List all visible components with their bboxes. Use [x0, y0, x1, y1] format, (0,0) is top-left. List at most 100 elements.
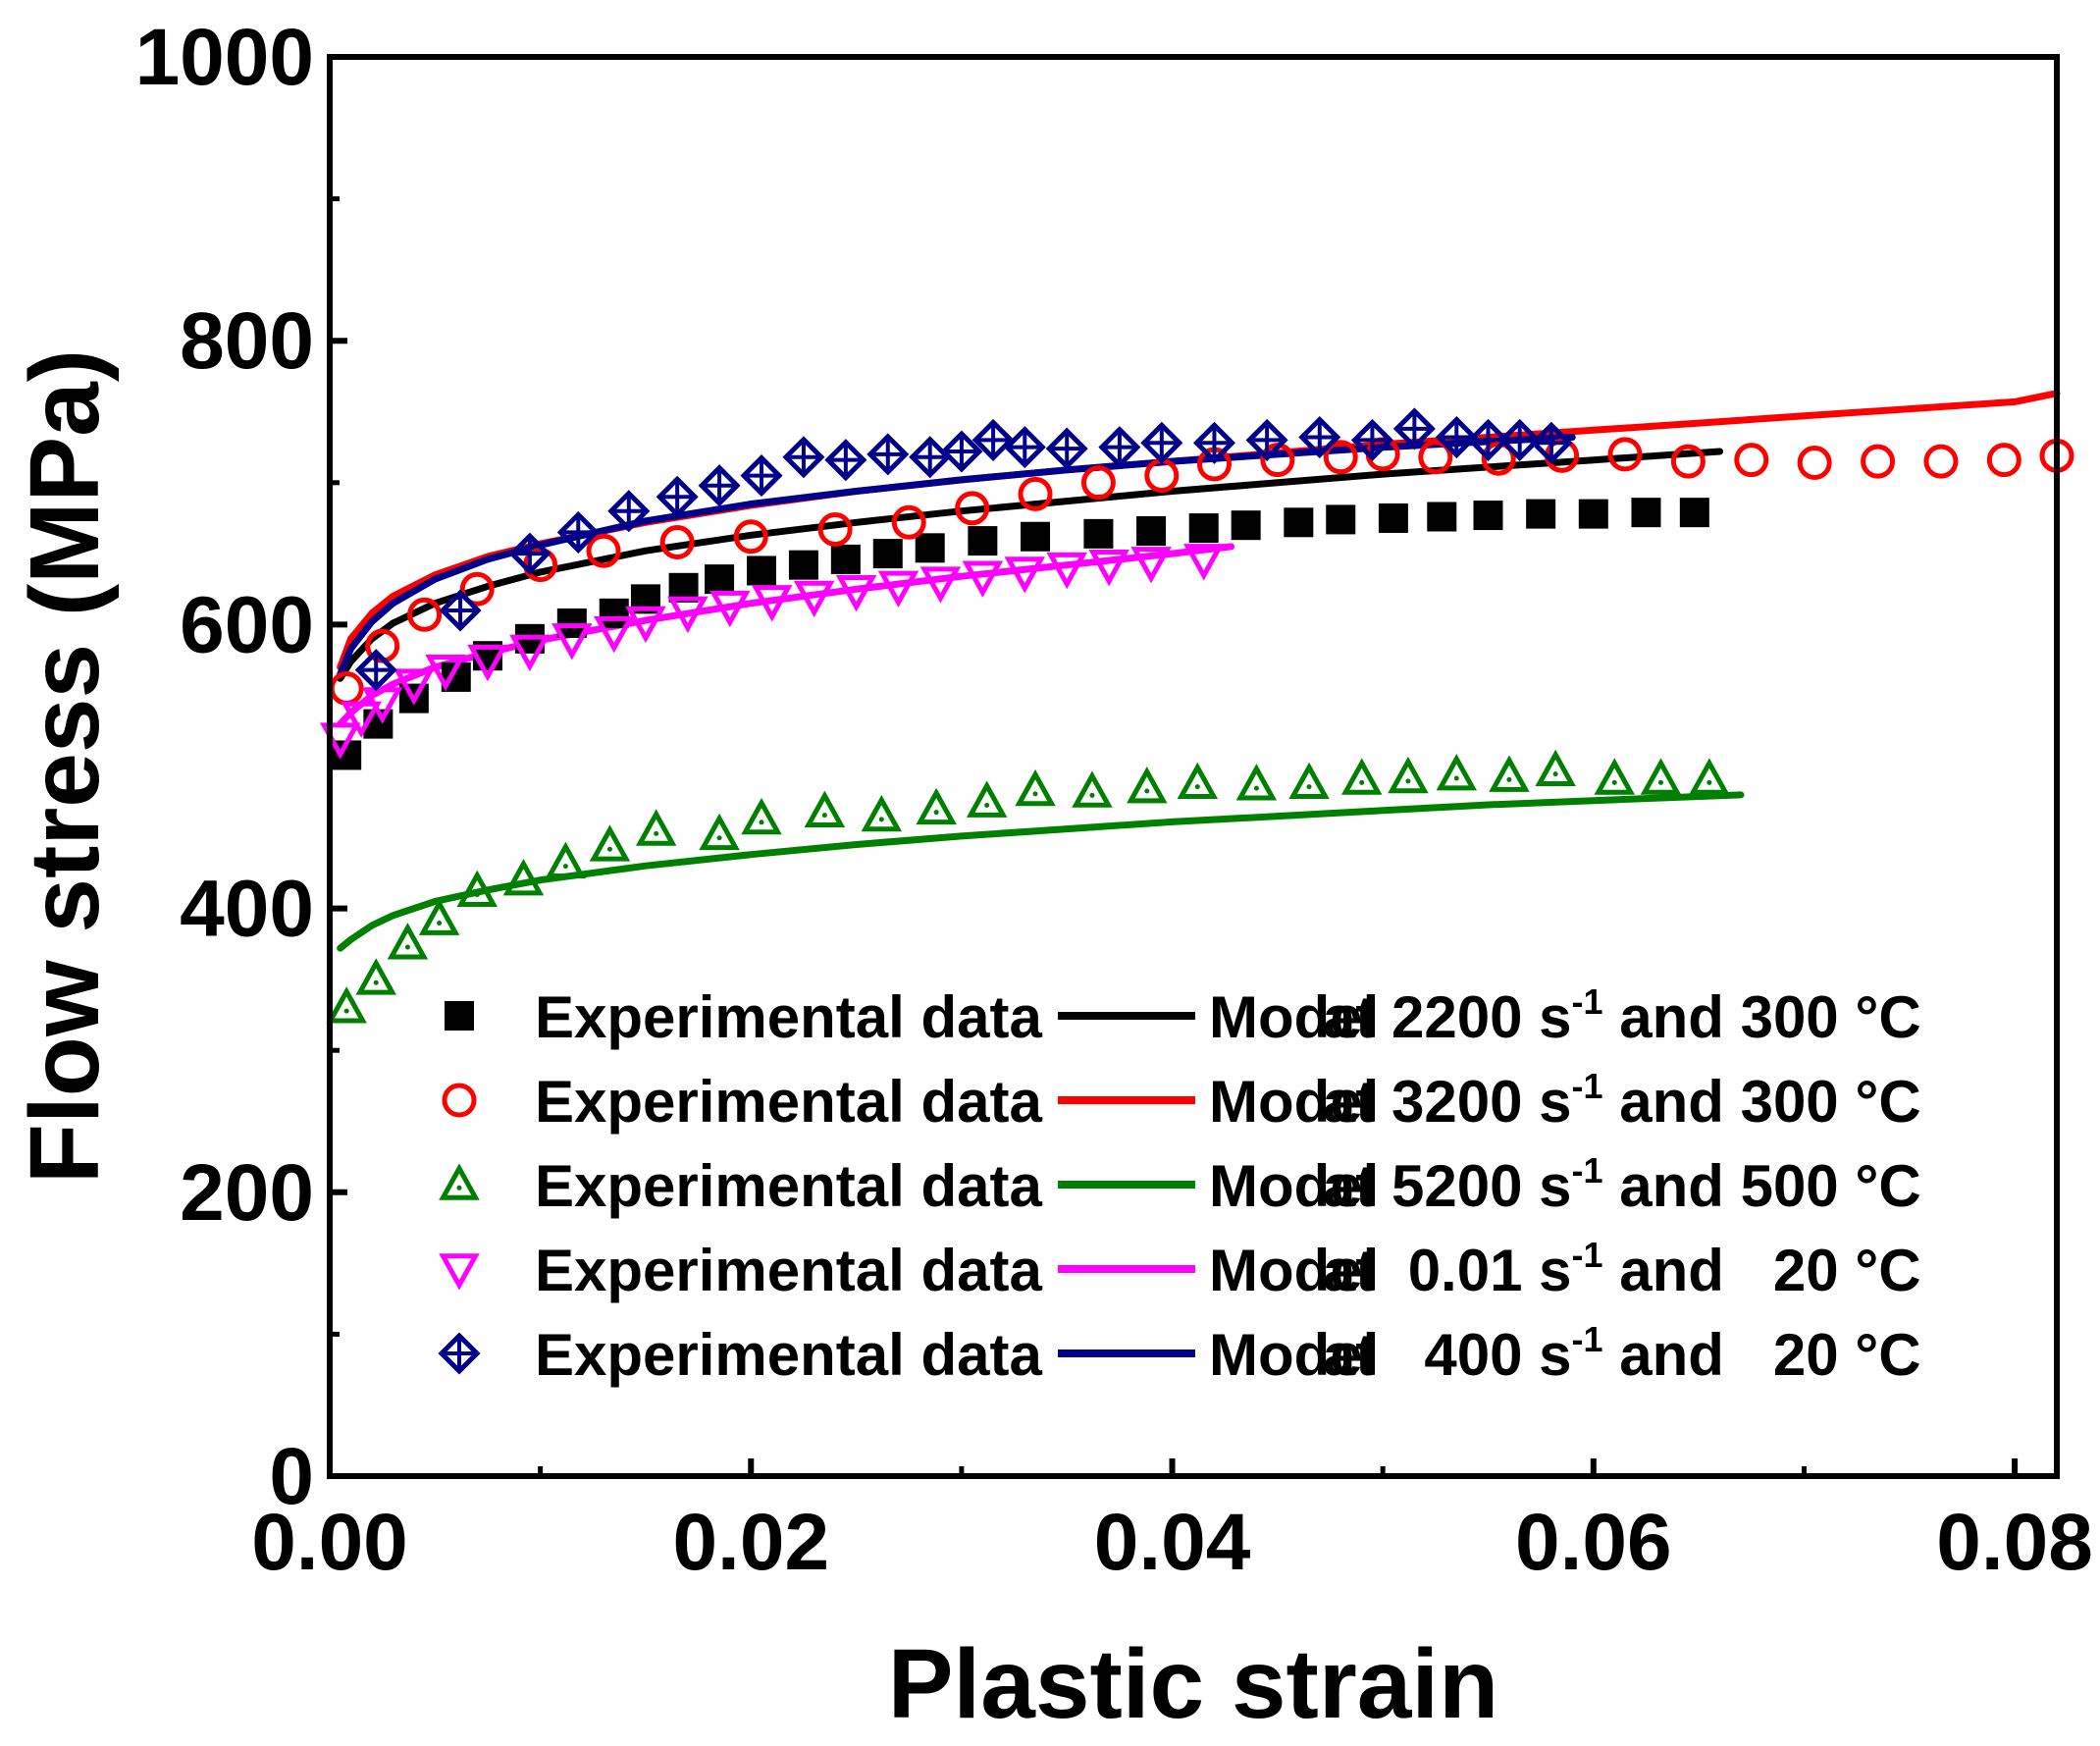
legend-marker-2	[442, 1083, 477, 1118]
legend-marker-1	[445, 1001, 474, 1031]
x-tick-label: 0.08	[1936, 1498, 2093, 1587]
legend-experimental-label: Experimental data	[535, 984, 1042, 1050]
axes: 0.00 0.02 0.04 0.06 0.08 0 200 400 600 800 1000	[135, 13, 2093, 1587]
data-point-series-5	[1435, 415, 1478, 459]
legend-rate: at 0.01 s	[1323, 1238, 1572, 1303]
legend-experimental-label: Experimental data	[535, 1069, 1042, 1135]
data-point-series-5	[1045, 427, 1088, 470]
data-point-series-1	[968, 526, 998, 556]
x-tick-label: 0.04	[1094, 1498, 1251, 1587]
data-point-series-1	[1136, 515, 1167, 546]
data-point-series-2	[407, 597, 443, 632]
data-point-series-2	[1734, 443, 1769, 478]
data-point-series-3	[456, 870, 498, 907]
model-line-series-5	[337, 434, 1576, 678]
legend-model-label: Model	[1209, 1069, 1379, 1135]
data-point-series-3	[1535, 749, 1576, 787]
data-point-series-3	[355, 958, 396, 995]
legend-model-label: Model	[1209, 1238, 1379, 1303]
data-point-series-2	[1080, 465, 1116, 501]
data-point-series-4	[1182, 544, 1225, 581]
data-point-series-1	[599, 598, 629, 628]
data-point-series-5	[439, 589, 482, 632]
data-point-series-3	[1489, 755, 1530, 792]
data-point-series-2	[1923, 444, 1959, 479]
legend-model-label: Model	[1209, 1322, 1379, 1388]
y-tick-label: 200	[180, 1148, 314, 1238]
data-point-series-5	[940, 430, 983, 473]
data-point-series-4	[962, 560, 1004, 598]
data-point-series-5	[556, 510, 600, 554]
data-point-series-1	[747, 556, 776, 586]
data-point-series-3	[387, 923, 429, 960]
legend-model-label: Model	[1209, 984, 1379, 1050]
data-point-series-2	[459, 571, 495, 607]
data-point-series-4	[835, 574, 877, 612]
data-point-series-1	[1231, 510, 1261, 541]
data-point-series-4	[594, 615, 635, 654]
data-point-series-5	[1098, 426, 1141, 469]
data-point-series-3	[502, 859, 545, 896]
data-point-series-1	[1679, 498, 1709, 528]
data-point-series-1	[1427, 502, 1457, 532]
data-point-series-1	[1378, 503, 1408, 533]
data-point-series-4	[394, 668, 435, 706]
legend-rate-exponent: -1	[1572, 1319, 1603, 1359]
data-point-series-3	[1689, 758, 1730, 795]
data-point-series-1	[1578, 499, 1608, 529]
data-point-series-1	[788, 550, 818, 580]
legend-experimental-label: Experimental data	[535, 1322, 1042, 1388]
data-point-series-4	[667, 596, 709, 634]
data-point-series-5	[782, 436, 825, 479]
data-point-series-4	[625, 606, 666, 644]
legend-marker-4	[439, 1253, 480, 1291]
data-point-series-2	[817, 512, 853, 548]
data-point-series-1	[1473, 501, 1503, 531]
data-point-series-2	[1670, 444, 1706, 479]
data-point-series-4	[751, 585, 793, 622]
data-point-series-2	[1986, 443, 2021, 478]
legend-temperature: and 20 °C	[1603, 1238, 1921, 1303]
legend-temperature: and 300 °C	[1603, 984, 1921, 1050]
data-point-series-2	[1418, 440, 1453, 475]
data-point-series-3	[966, 780, 1008, 818]
data-point-series-5	[866, 433, 910, 476]
data-point-series-4	[793, 580, 835, 618]
legend-experimental-label: Experimental data	[535, 1153, 1042, 1219]
x-tick-label: 0.02	[672, 1498, 829, 1587]
legend-condition-label: at 2200 s-1 and 300 °C	[1323, 981, 1921, 1050]
y-axis-label: Flow stress (MPa)	[10, 349, 120, 1184]
data-point-series-3	[1288, 762, 1330, 800]
model-line-series-4	[337, 543, 1235, 728]
legend-marker-3	[439, 1163, 480, 1200]
data-point-series-2	[891, 504, 926, 540]
data-point-series-2	[586, 533, 621, 568]
legend-condition-label: at 0.01 s-1 and 20 °C	[1323, 1235, 1921, 1303]
data-point-series-2	[1018, 476, 1053, 511]
data-point-series-2	[1797, 446, 1832, 481]
data-point-series-5	[1350, 418, 1393, 461]
model-line-series-1	[337, 448, 1724, 682]
legend-temperature: and 20 °C	[1603, 1322, 1921, 1388]
legend-condition-label: at 5200 s-1 and 500 °C	[1323, 1150, 1921, 1219]
legend-temperature: and 300 °C	[1603, 1069, 1921, 1135]
data-point-series-4	[341, 701, 382, 739]
x-axis-label: Plastic strain	[888, 1629, 1499, 1739]
data-point-series-3	[916, 787, 957, 825]
data-point-series-1	[1188, 513, 1219, 544]
data-point-series-5	[354, 649, 397, 692]
data-point-series-5	[1530, 421, 1573, 464]
data-point-series-3	[1594, 758, 1636, 795]
legend-rate-exponent: -1	[1572, 1150, 1603, 1190]
data-point-series-2	[733, 519, 768, 555]
y-tick-label: 600	[180, 580, 314, 669]
data-point-series-3	[326, 986, 367, 1024]
data-point-series-5	[1140, 421, 1183, 464]
data-point-series-4	[1130, 547, 1172, 584]
x-tick-label: 0.00	[251, 1498, 408, 1587]
data-point-series-4	[1004, 556, 1046, 594]
data-point-series-5	[909, 436, 952, 479]
data-point-series-3	[418, 898, 460, 935]
data-point-series-1	[872, 539, 903, 569]
data-point-series-1	[1284, 507, 1314, 538]
